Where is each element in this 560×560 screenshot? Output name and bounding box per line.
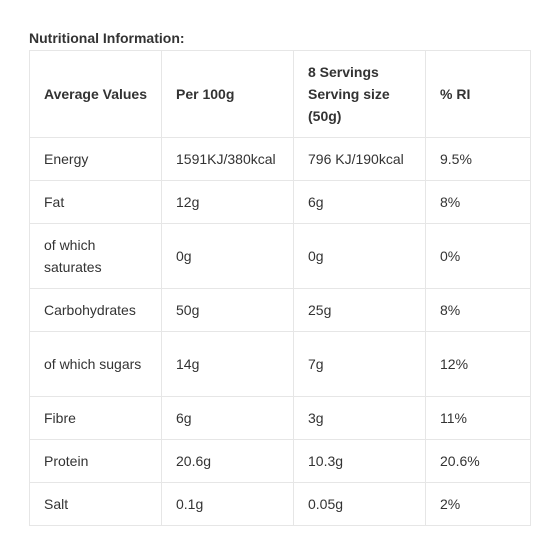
ri-value: 2% — [425, 482, 531, 526]
table-row: Energy 1591KJ/380kcal 796 KJ/190kcal 9.5… — [29, 137, 531, 181]
ri-value: 20.6% — [425, 439, 531, 483]
serving-value: 7g — [293, 331, 426, 397]
row-label: Protein — [29, 439, 162, 483]
per-100g-value: 0.1g — [161, 482, 294, 526]
column-header-per-100g: Per 100g — [161, 50, 294, 138]
per-100g-value: 14g — [161, 331, 294, 397]
table-row: of which sugars 14g 7g 12% — [29, 331, 531, 397]
ri-value: 9.5% — [425, 137, 531, 181]
row-label: Carbohydrates — [29, 288, 162, 332]
per-100g-value: 6g — [161, 396, 294, 440]
page-title: Nutritional Information: — [29, 30, 185, 46]
serving-value: 6g — [293, 180, 426, 224]
serving-value: 3g — [293, 396, 426, 440]
serving-value: 0.05g — [293, 482, 426, 526]
serving-value: 796 KJ/190kcal — [293, 137, 426, 181]
serving-value: 25g — [293, 288, 426, 332]
table-row: Fat 12g 6g 8% — [29, 180, 531, 224]
table-row: Salt 0.1g 0.05g 2% — [29, 482, 531, 526]
column-header-ri: % RI — [425, 50, 531, 138]
nutrition-table: Average Values Per 100g 8 Servings Servi… — [29, 50, 531, 526]
per-100g-value: 1591KJ/380kcal — [161, 137, 294, 181]
ri-value: 8% — [425, 180, 531, 224]
column-header-average-values: Average Values — [29, 50, 162, 138]
ri-value: 11% — [425, 396, 531, 440]
row-label: of which sugars — [29, 331, 162, 397]
table-row: of which saturates 0g 0g 0% — [29, 223, 531, 289]
ri-value: 0% — [425, 223, 531, 289]
per-100g-value: 0g — [161, 223, 294, 289]
per-100g-value: 50g — [161, 288, 294, 332]
row-label: of which saturates — [29, 223, 162, 289]
ri-value: 12% — [425, 331, 531, 397]
table-row: Carbohydrates 50g 25g 8% — [29, 288, 531, 332]
per-100g-value: 12g — [161, 180, 294, 224]
serving-value: 10.3g — [293, 439, 426, 483]
row-label: Energy — [29, 137, 162, 181]
ri-value: 8% — [425, 288, 531, 332]
row-label: Fat — [29, 180, 162, 224]
column-header-serving: 8 Servings Serving size (50g) — [293, 50, 426, 138]
row-label: Fibre — [29, 396, 162, 440]
table-row: Protein 20.6g 10.3g 20.6% — [29, 439, 531, 483]
row-label: Salt — [29, 482, 162, 526]
table-row: Fibre 6g 3g 11% — [29, 396, 531, 440]
header-row: Average Values Per 100g 8 Servings Servi… — [29, 50, 531, 138]
serving-value: 0g — [293, 223, 426, 289]
per-100g-value: 20.6g — [161, 439, 294, 483]
